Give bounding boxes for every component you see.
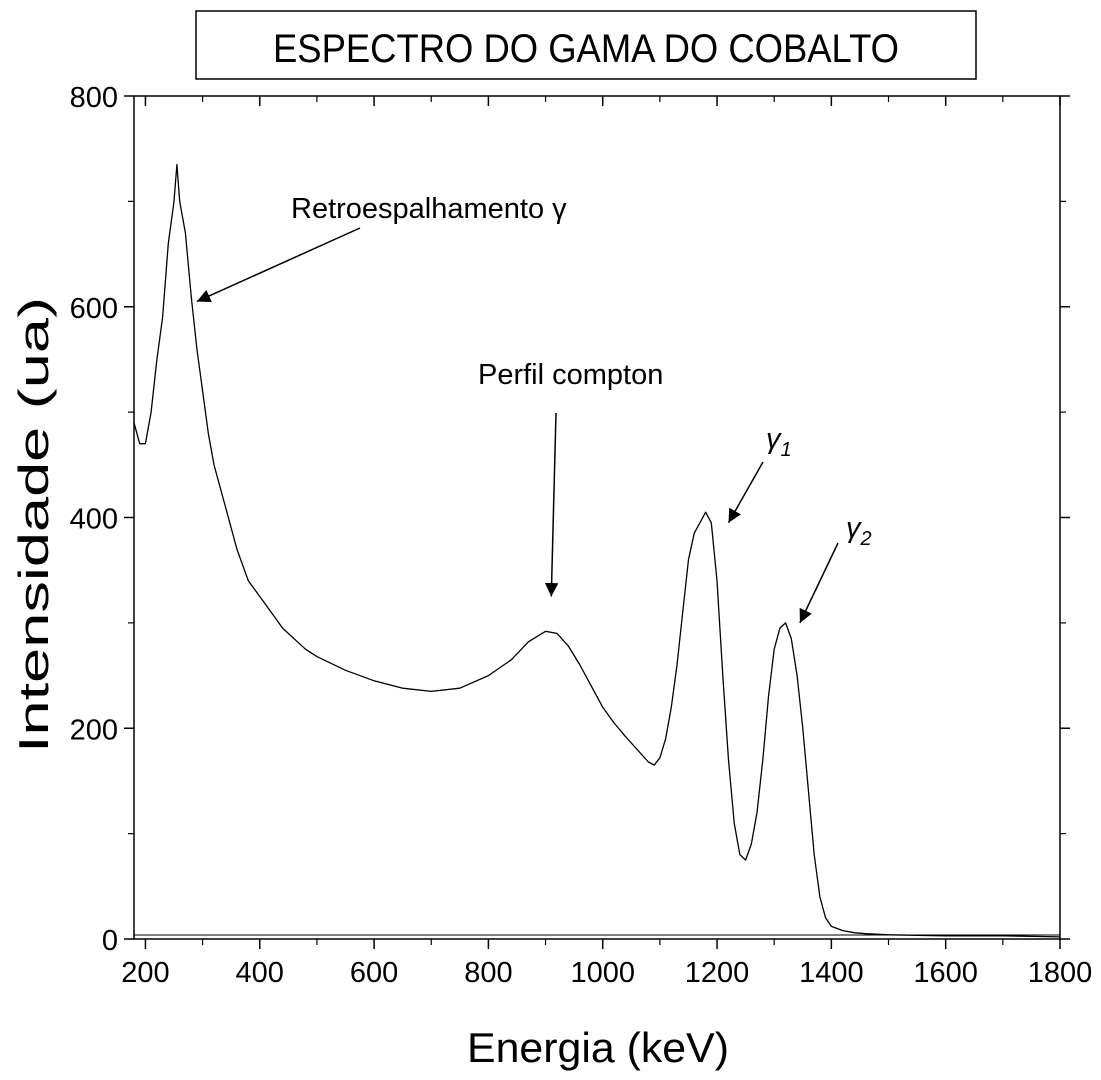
- annotation-arrow: [799, 542, 839, 624]
- x-tick-label: 600: [350, 957, 398, 989]
- annotation: γ1: [727, 423, 792, 524]
- tick-labels: 200 400 600 800 1000 1200 1400 1600 180002004006…: [70, 82, 1093, 989]
- y-axis-label: Intensidade (ua): [10, 297, 57, 753]
- y-tick-label: 600: [70, 293, 118, 325]
- annotation: γ2: [799, 512, 872, 624]
- chart-title: ESPECTRO DO GAMA DO COBALTO: [273, 27, 899, 71]
- x-tick-label: 800: [464, 957, 512, 989]
- annotation-label: Retroespalhamento γ: [291, 193, 567, 225]
- annotation: Retroespalhamento γ: [196, 193, 567, 303]
- plot-frame: [133, 95, 1061, 940]
- x-tick-label: 400: [236, 957, 284, 989]
- annotation-subscript: 1: [781, 439, 792, 461]
- x-tick-label: 1200: [685, 957, 750, 989]
- annotation-label: Perfil compton: [478, 359, 663, 391]
- title-box: [195, 10, 977, 80]
- spectrum-line: [133, 163, 1061, 938]
- annotation-subscript: 2: [860, 528, 872, 550]
- annotation-arrow: [196, 227, 361, 303]
- x-tick-label: 1600: [913, 957, 978, 989]
- annotation-arrow: [727, 461, 764, 524]
- axis-ticks: [124, 95, 1070, 949]
- annotation-arrow: [544, 412, 559, 597]
- annotations: Retroespalhamento γ Perfil compton γ1 γ2: [196, 193, 872, 624]
- annotation-label: γ2: [846, 512, 872, 550]
- y-tick-label: 800: [70, 82, 118, 114]
- annotation-label: γ1: [766, 423, 792, 461]
- x-tick-label: 1000: [570, 957, 635, 989]
- annotation: Perfil compton: [478, 359, 663, 597]
- x-axis-label: Energia (keV): [467, 1024, 729, 1071]
- x-tick-label: 1800: [1028, 957, 1093, 989]
- y-tick-label: 200: [70, 714, 118, 746]
- x-tick-label: 1400: [799, 957, 864, 989]
- y-tick-label: 0: [102, 925, 118, 957]
- x-tick-label: 200: [121, 957, 169, 989]
- y-tick-label: 400: [70, 504, 118, 536]
